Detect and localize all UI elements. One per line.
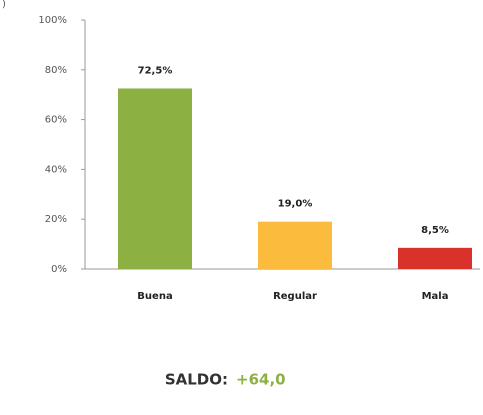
footer-value: +64,0 <box>236 371 286 389</box>
data-label: 19,0% <box>278 199 313 210</box>
bar <box>118 88 192 269</box>
annotation: ) <box>2 0 6 10</box>
data-label: 72,5% <box>138 65 173 76</box>
y-tick-label: 20% <box>45 214 67 225</box>
y-tick-label: 80% <box>45 65 67 76</box>
bar <box>258 221 332 269</box>
x-tick-label: Regular <box>273 291 317 302</box>
y-tick-label: 100% <box>38 15 67 26</box>
y-tick-label: 0% <box>51 264 67 275</box>
x-tick-label: Mala <box>422 291 449 302</box>
y-tick-label: 40% <box>45 164 67 175</box>
data-label: 8,5% <box>421 225 449 236</box>
y-tick-label: 60% <box>45 115 67 126</box>
bar <box>398 247 472 269</box>
footer-label: SALDO: <box>165 371 228 389</box>
x-tick-label: Buena <box>137 291 172 302</box>
